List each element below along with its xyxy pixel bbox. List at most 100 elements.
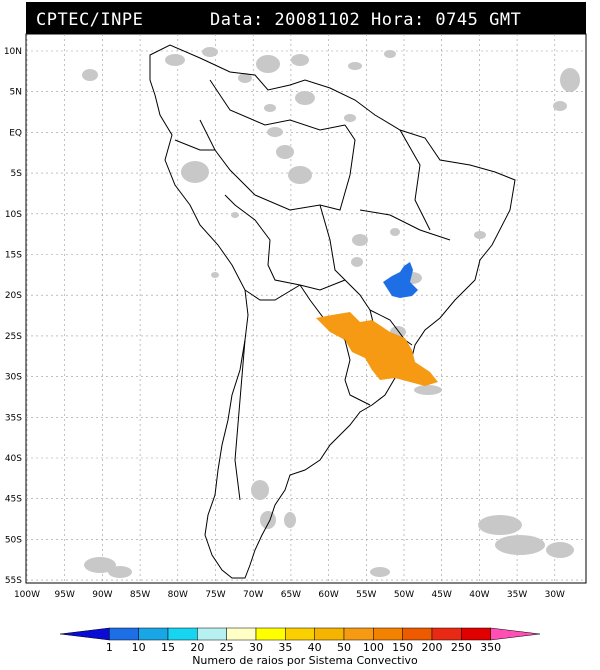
lat-label: 10S	[5, 210, 22, 220]
cloud-patch	[251, 480, 269, 500]
minas-gerais-cluster	[383, 262, 418, 298]
cloud-patch	[108, 566, 132, 578]
cloud-patch	[84, 557, 116, 573]
cloud-patch	[264, 104, 276, 112]
cloud-patch	[267, 127, 283, 137]
cloud-patch	[238, 73, 252, 83]
cloud-patch	[344, 114, 356, 122]
lat-label: 15S	[5, 251, 22, 261]
lon-label: 60W	[318, 590, 338, 600]
lat-label: 40S	[5, 454, 22, 464]
legend-tick-label: 150	[392, 641, 413, 654]
header-timestamp: Data: 20081102 Hora: 0745 GMT	[210, 10, 521, 30]
cloud-patch	[295, 91, 315, 105]
lon-label: 90W	[92, 590, 112, 600]
cloud-patch	[165, 54, 185, 66]
legend-tick-label: 10	[132, 641, 146, 654]
lon-label: 40W	[469, 590, 489, 600]
lat-label: 45S	[5, 495, 22, 505]
legend-swatch	[138, 627, 169, 641]
map-frame: 10N5NEQ5S10S15S20S25S30S35S40S45S50S55S …	[4, 33, 587, 600]
legend-swatch	[461, 627, 491, 641]
legend-tick-label: 30	[249, 641, 263, 654]
legend-tick-label: 35	[278, 641, 292, 654]
legend-title: Numero de raios por Sistema Convectivo	[192, 654, 418, 667]
lat-label: 50S	[5, 535, 22, 545]
legend-swatch	[255, 627, 286, 641]
lon-label: 65W	[281, 590, 301, 600]
legend-swatch	[109, 627, 139, 641]
legend-swatch	[343, 627, 374, 641]
legend-tick-label: 1	[106, 641, 113, 654]
legend-tick-label: 250	[451, 641, 472, 654]
legend-tick-label: 350	[480, 641, 501, 654]
cloud-patch	[560, 68, 580, 92]
legend-swatch	[314, 627, 345, 641]
cloud-patch	[181, 161, 209, 183]
coastline	[149, 44, 516, 579]
cloud-patch	[546, 542, 574, 558]
cloud-patch	[553, 101, 567, 111]
cloud-patch	[495, 535, 545, 555]
cloud-patch	[291, 54, 309, 66]
cloud-patch	[288, 166, 312, 184]
lon-label: 80W	[168, 590, 188, 600]
latitude-labels: 10N 5N EQ 5S 10S 15S 20S 25S 30S 35S 40S 45S 50S 55S	[4, 47, 22, 586]
cloud-patch	[352, 234, 368, 246]
cloud-patch	[351, 257, 363, 267]
legend-swatch	[167, 627, 198, 641]
lon-label: 70W	[243, 590, 263, 600]
lat-label: 20S	[5, 291, 22, 301]
cloud-patch	[478, 515, 522, 535]
lat-label: 25S	[5, 332, 22, 342]
legend-swatch	[197, 627, 227, 641]
lat-label: 10N	[4, 47, 22, 57]
legend-tick-label: 20	[190, 641, 204, 654]
legend-swatch	[59, 627, 110, 641]
lat-label: 5N	[10, 88, 22, 98]
cloud-patch	[211, 272, 219, 278]
lon-label: 95W	[55, 590, 75, 600]
legend-tick-label: 40	[308, 641, 322, 654]
lon-label: 100W	[14, 590, 40, 600]
legend-swatch	[431, 627, 462, 641]
legend-swatch	[373, 627, 403, 641]
cloud-patch	[348, 62, 362, 70]
longitude-labels: 100W 95W 90W 85W 80W 75W 70W 65W 60W 55W 50W 45W 40W…	[14, 590, 565, 600]
lon-label: 50W	[394, 590, 414, 600]
cloud-patch	[384, 50, 396, 58]
legend-tick-label: 200	[422, 641, 443, 654]
cloud-patch	[260, 511, 276, 529]
header-bar	[26, 2, 586, 34]
cloud-patch	[370, 567, 390, 577]
legend-tick-label: 25	[220, 641, 234, 654]
header-source: CPTEC/INPE	[36, 10, 143, 30]
cloud-patch	[276, 145, 294, 159]
legend-tick-label: 15	[161, 641, 175, 654]
southern-brazil-cluster	[316, 312, 438, 386]
lon-label: 75W	[205, 590, 225, 600]
cloud-patch	[474, 231, 486, 239]
cloud-patch	[231, 212, 239, 218]
lat-label: EQ	[9, 128, 22, 138]
cloud-patch	[414, 385, 442, 395]
lat-label: 30S	[5, 373, 22, 383]
legend: 1 10 15 20 25 30 35 40 50 100 150 200 250 350	[59, 627, 541, 654]
lon-label: 45W	[432, 590, 452, 600]
cloud-patch	[82, 69, 98, 81]
cloud-patch	[284, 512, 296, 528]
legend-swatch	[490, 627, 541, 641]
legend-swatch	[226, 627, 257, 641]
legend-tick-label: 50	[337, 641, 351, 654]
legend-swatch	[285, 627, 315, 641]
lon-label: 55W	[356, 590, 376, 600]
cloud-patch	[390, 228, 400, 236]
lon-label: 30W	[545, 590, 565, 600]
lon-label: 85W	[130, 590, 150, 600]
cloud-patch	[202, 47, 218, 57]
cloud-patch	[256, 55, 280, 73]
cloud-cover	[82, 47, 580, 578]
legend-swatch	[402, 627, 433, 641]
lat-label: 55S	[5, 576, 22, 586]
